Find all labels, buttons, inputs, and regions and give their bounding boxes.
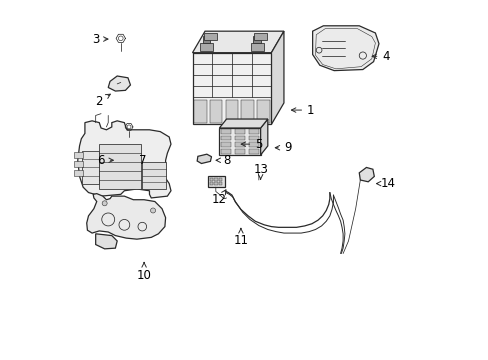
Bar bbox=[203, 33, 217, 40]
Text: 4: 4 bbox=[371, 50, 389, 63]
Bar bbox=[221, 149, 231, 154]
Bar bbox=[250, 42, 263, 50]
Bar bbox=[214, 182, 217, 185]
Bar bbox=[82, 151, 99, 184]
Circle shape bbox=[150, 208, 155, 213]
Bar bbox=[221, 129, 231, 134]
Bar bbox=[248, 136, 258, 140]
Text: 10: 10 bbox=[136, 262, 151, 282]
Bar bbox=[248, 143, 258, 147]
Bar bbox=[209, 178, 212, 181]
Polygon shape bbox=[108, 76, 130, 91]
Bar bbox=[235, 149, 244, 154]
Polygon shape bbox=[260, 119, 267, 155]
Text: 11: 11 bbox=[233, 229, 248, 247]
Polygon shape bbox=[96, 234, 117, 249]
Bar bbox=[209, 182, 212, 185]
Text: 7: 7 bbox=[138, 154, 146, 167]
Bar bbox=[99, 144, 140, 189]
Bar bbox=[219, 182, 222, 185]
Text: 14: 14 bbox=[376, 177, 395, 190]
Bar bbox=[200, 42, 213, 50]
Bar bbox=[203, 36, 210, 42]
Bar bbox=[221, 143, 231, 147]
Bar bbox=[254, 33, 267, 40]
Polygon shape bbox=[312, 26, 378, 71]
Text: 5: 5 bbox=[241, 138, 262, 150]
Bar bbox=[207, 176, 224, 187]
Bar bbox=[74, 161, 83, 167]
Polygon shape bbox=[359, 167, 373, 182]
Bar bbox=[257, 100, 269, 123]
Bar bbox=[248, 149, 258, 154]
Text: 6: 6 bbox=[97, 154, 113, 167]
Polygon shape bbox=[219, 128, 260, 155]
Bar bbox=[235, 129, 244, 134]
Text: 8: 8 bbox=[216, 154, 230, 167]
Bar bbox=[235, 143, 244, 147]
Bar bbox=[225, 100, 238, 123]
Polygon shape bbox=[271, 31, 284, 125]
Text: 13: 13 bbox=[253, 163, 267, 179]
Polygon shape bbox=[78, 121, 171, 198]
Polygon shape bbox=[86, 194, 165, 239]
Bar bbox=[221, 136, 231, 140]
Bar bbox=[248, 129, 258, 134]
Text: 9: 9 bbox=[275, 141, 291, 154]
Bar bbox=[235, 136, 244, 140]
Text: 2: 2 bbox=[95, 94, 110, 108]
Bar bbox=[219, 178, 222, 181]
Text: 12: 12 bbox=[211, 190, 226, 206]
Polygon shape bbox=[192, 31, 284, 53]
Text: 1: 1 bbox=[291, 104, 314, 117]
Polygon shape bbox=[219, 119, 267, 128]
Bar bbox=[74, 170, 83, 176]
Circle shape bbox=[102, 201, 107, 206]
Bar bbox=[194, 100, 206, 123]
Bar bbox=[214, 178, 217, 181]
Bar bbox=[241, 100, 254, 123]
Text: 3: 3 bbox=[92, 32, 108, 46]
Polygon shape bbox=[197, 154, 211, 163]
Bar bbox=[209, 100, 222, 123]
Polygon shape bbox=[192, 53, 271, 125]
Bar bbox=[142, 162, 165, 189]
Bar bbox=[74, 152, 83, 158]
Bar bbox=[253, 36, 260, 42]
